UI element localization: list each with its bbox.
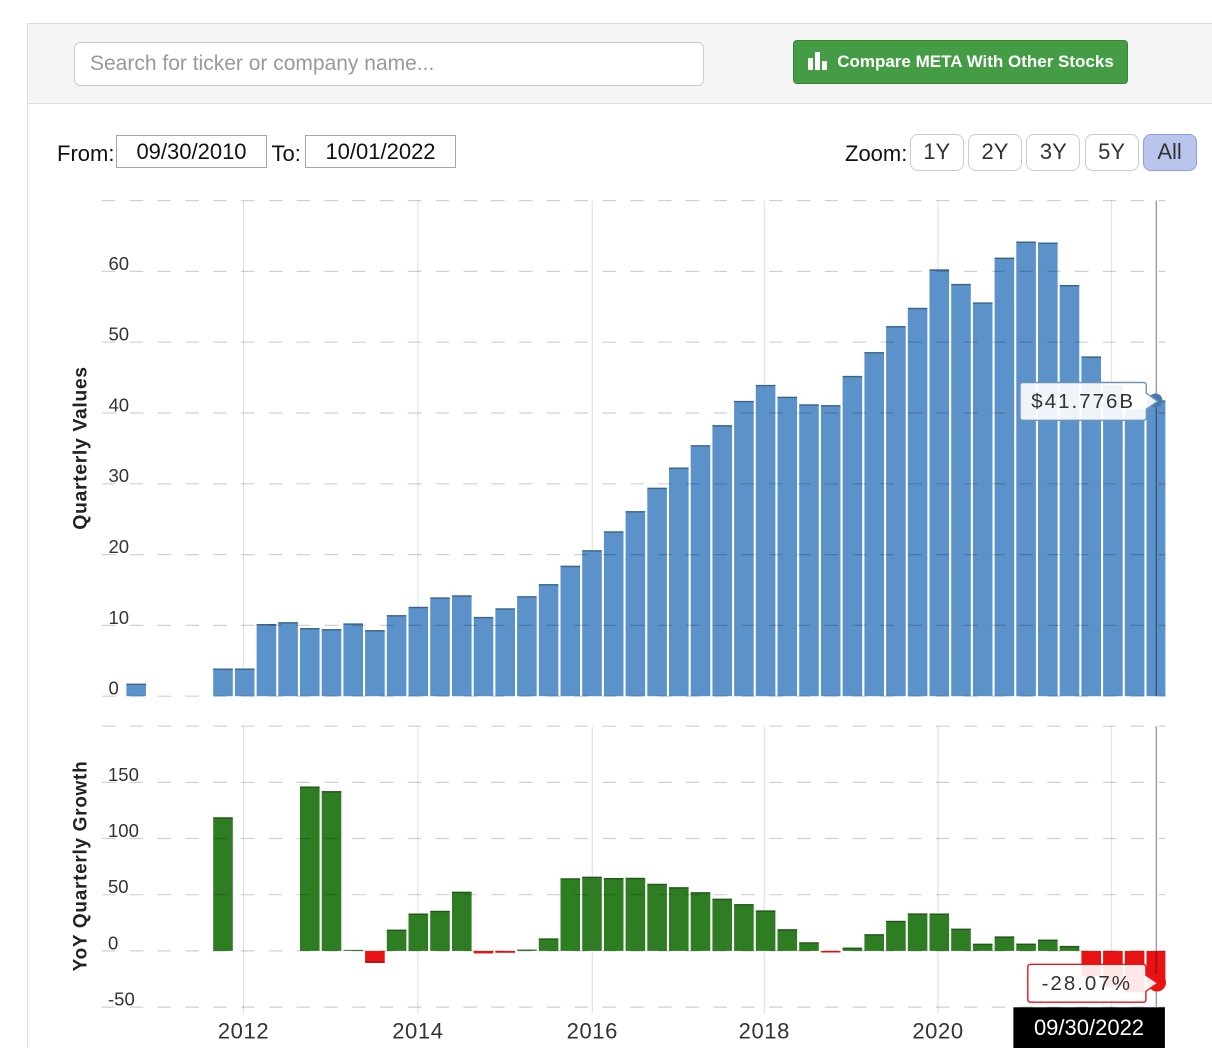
svg-text:09/30/2022: 09/30/2022 [1034, 1015, 1144, 1040]
svg-text:30: 30 [109, 465, 130, 486]
svg-text:100: 100 [108, 820, 139, 841]
svg-text:2016: 2016 [567, 1019, 618, 1044]
svg-text:10: 10 [109, 607, 130, 628]
svg-text:60: 60 [109, 253, 130, 274]
svg-text:Quarterly Values: Quarterly Values [69, 366, 91, 530]
svg-text:150: 150 [108, 764, 139, 785]
svg-text:0: 0 [109, 678, 119, 699]
svg-text:50: 50 [108, 876, 129, 897]
svg-text:40: 40 [109, 394, 130, 415]
svg-text:-50: -50 [108, 988, 135, 1009]
svg-text:2020: 2020 [912, 1019, 963, 1044]
svg-text:2018: 2018 [739, 1019, 790, 1044]
svg-text:-28.07%: -28.07% [1042, 972, 1132, 995]
svg-text:$41.776B: $41.776B [1031, 390, 1135, 413]
svg-text:50: 50 [109, 324, 130, 345]
svg-text:20: 20 [109, 536, 130, 557]
svg-text:YoY Quarterly Growth: YoY Quarterly Growth [70, 761, 91, 972]
svg-text:2012: 2012 [218, 1019, 269, 1044]
svg-text:0: 0 [108, 932, 118, 953]
svg-text:2014: 2014 [392, 1019, 443, 1044]
